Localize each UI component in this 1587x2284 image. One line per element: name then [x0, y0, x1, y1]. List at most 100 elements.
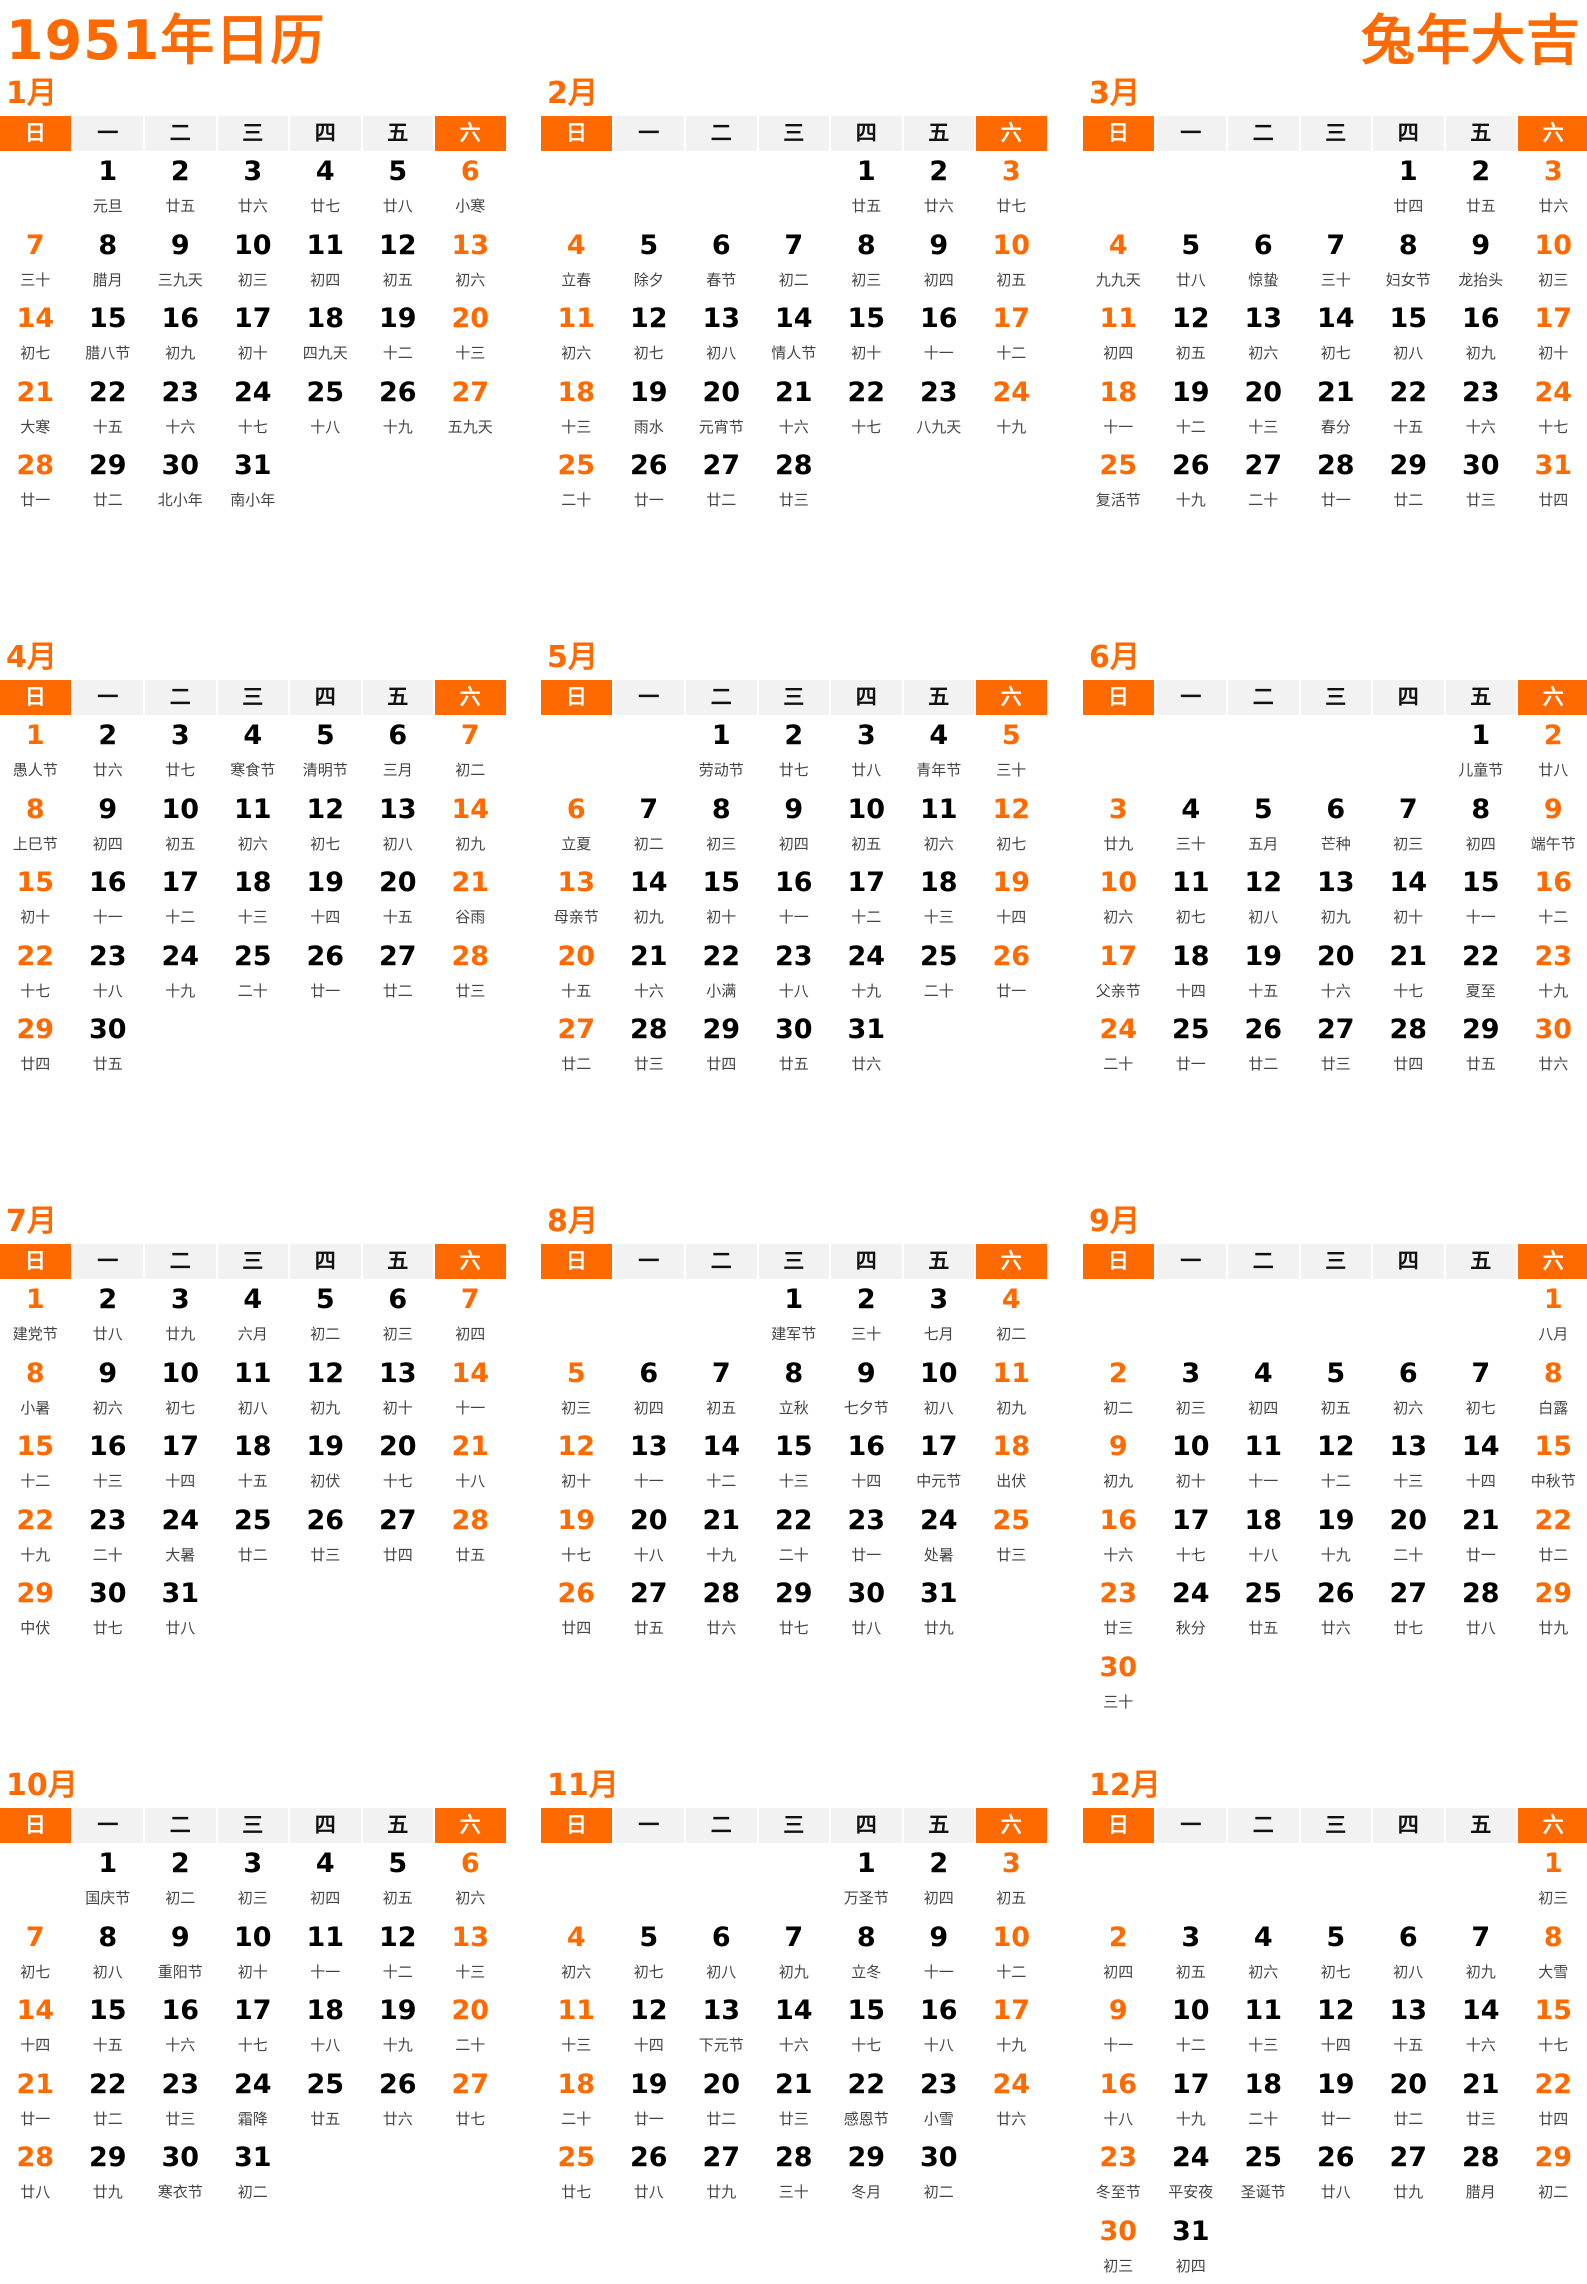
day-cell[interactable]: 11初六 — [218, 789, 289, 863]
day-cell[interactable]: 30廿五 — [73, 1009, 144, 1083]
day-cell[interactable]: 23八九天 — [904, 372, 975, 446]
day-cell[interactable]: 12十二 — [1301, 1426, 1372, 1500]
day-cell[interactable]: 19廿一 — [1301, 2064, 1372, 2138]
day-cell[interactable]: 24二十 — [1083, 1009, 1154, 1083]
day-cell[interactable]: 23十九 — [1518, 936, 1587, 1010]
day-cell[interactable]: 15中秋节 — [1518, 1426, 1587, 1500]
day-cell[interactable]: 6初六 — [1373, 1353, 1444, 1427]
day-cell[interactable]: 17初十 — [1518, 298, 1587, 372]
day-cell[interactable]: 12初十 — [541, 1426, 612, 1500]
day-cell[interactable]: 12初八 — [1228, 862, 1299, 936]
day-cell[interactable]: 20十八 — [614, 1500, 685, 1574]
day-cell[interactable]: 19十七 — [541, 1500, 612, 1574]
day-cell[interactable]: 20廿二 — [686, 2064, 757, 2138]
day-cell[interactable]: 29廿七 — [759, 1573, 830, 1647]
day-cell[interactable]: 10初五 — [976, 225, 1047, 299]
day-cell[interactable]: 24十九 — [145, 936, 216, 1010]
day-cell[interactable]: 6惊蛰 — [1228, 225, 1299, 299]
day-cell[interactable]: 23廿三 — [1083, 1573, 1154, 1647]
day-cell[interactable]: 21廿三 — [759, 2064, 830, 2138]
day-cell[interactable]: 13初九 — [1301, 862, 1372, 936]
day-cell[interactable]: 18四九天 — [290, 298, 361, 372]
day-cell[interactable]: 19十四 — [976, 862, 1047, 936]
day-cell[interactable]: 27廿二 — [363, 936, 434, 1010]
day-cell[interactable]: 23十八 — [73, 936, 144, 1010]
day-cell[interactable]: 30三十 — [1083, 1647, 1154, 1721]
day-cell[interactable]: 31廿八 — [145, 1573, 216, 1647]
day-cell[interactable]: 15腊八节 — [73, 298, 144, 372]
day-cell[interactable]: 6初八 — [1373, 1917, 1444, 1991]
day-cell[interactable]: 8初三 — [831, 225, 902, 299]
day-cell[interactable]: 14初九 — [614, 862, 685, 936]
day-cell[interactable]: 29廿九 — [73, 2137, 144, 2211]
day-cell[interactable]: 31初二 — [218, 2137, 289, 2211]
day-cell[interactable]: 12十二 — [363, 1917, 434, 1991]
day-cell[interactable]: 29中伏 — [0, 1573, 71, 1647]
day-cell[interactable]: 5廿八 — [363, 151, 434, 225]
day-cell[interactable]: 20十六 — [1301, 936, 1372, 1010]
day-cell[interactable]: 5三十 — [976, 715, 1047, 789]
day-cell[interactable]: 22十五 — [1373, 372, 1444, 446]
day-cell[interactable]: 25复活节 — [1083, 445, 1154, 519]
day-cell[interactable]: 20十五 — [363, 862, 434, 936]
day-cell[interactable]: 28廿三 — [759, 445, 830, 519]
day-cell[interactable]: 16十六 — [145, 1990, 216, 2064]
day-cell[interactable]: 7三十 — [0, 225, 71, 299]
day-cell[interactable]: 14十二 — [686, 1426, 757, 1500]
day-cell[interactable]: 26廿八 — [1301, 2137, 1372, 2211]
day-cell[interactable]: 20廿二 — [1373, 2064, 1444, 2138]
day-cell[interactable]: 26廿一 — [976, 936, 1047, 1010]
day-cell[interactable]: 16十一 — [759, 862, 830, 936]
day-cell[interactable]: 11十三 — [541, 1990, 612, 2064]
day-cell[interactable]: 1元旦 — [73, 151, 144, 225]
day-cell[interactable]: 31南小年 — [218, 445, 289, 519]
day-cell[interactable]: 14十六 — [759, 1990, 830, 2064]
day-cell[interactable]: 19十四 — [290, 862, 361, 936]
day-cell[interactable]: 29廿四 — [0, 1009, 71, 1083]
day-cell[interactable]: 22二十 — [759, 1500, 830, 1574]
day-cell[interactable]: 12十四 — [1301, 1990, 1372, 2064]
day-cell[interactable]: 3廿九 — [1083, 789, 1154, 863]
day-cell[interactable]: 23二十 — [73, 1500, 144, 1574]
day-cell[interactable]: 7初九 — [759, 1917, 830, 1991]
day-cell[interactable]: 7初七 — [0, 1917, 71, 1991]
day-cell[interactable]: 22廿二 — [1518, 1500, 1587, 1574]
day-cell[interactable]: 6春节 — [686, 225, 757, 299]
day-cell[interactable]: 9七夕节 — [831, 1353, 902, 1427]
day-cell[interactable]: 8初八 — [73, 1917, 144, 1991]
day-cell[interactable]: 27廿七 — [1373, 1573, 1444, 1647]
day-cell[interactable]: 17十九 — [976, 1990, 1047, 2064]
day-cell[interactable]: 1劳动节 — [686, 715, 757, 789]
day-cell[interactable]: 9初四 — [904, 225, 975, 299]
day-cell[interactable]: 15初八 — [1373, 298, 1444, 372]
day-cell[interactable]: 26廿四 — [541, 1573, 612, 1647]
day-cell[interactable]: 7初二 — [614, 789, 685, 863]
day-cell[interactable]: 27廿五 — [614, 1573, 685, 1647]
day-cell[interactable]: 12初七 — [976, 789, 1047, 863]
day-cell[interactable]: 11十一 — [290, 1917, 361, 1991]
day-cell[interactable]: 18十八 — [290, 1990, 361, 2064]
day-cell[interactable]: 4初六 — [541, 1917, 612, 1991]
day-cell[interactable]: 3廿七 — [145, 715, 216, 789]
day-cell[interactable]: 11初九 — [976, 1353, 1047, 1427]
day-cell[interactable]: 2廿五 — [1446, 151, 1517, 225]
day-cell[interactable]: 3初三 — [218, 1843, 289, 1917]
day-cell[interactable]: 9初九 — [1083, 1426, 1154, 1500]
day-cell[interactable]: 29廿二 — [1373, 445, 1444, 519]
day-cell[interactable]: 3廿六 — [218, 151, 289, 225]
day-cell[interactable]: 2初四 — [904, 1843, 975, 1917]
day-cell[interactable]: 22夏至 — [1446, 936, 1517, 1010]
day-cell[interactable]: 11初六 — [904, 789, 975, 863]
day-cell[interactable]: 6小寒 — [435, 151, 506, 225]
day-cell[interactable]: 27二十 — [1228, 445, 1299, 519]
day-cell[interactable]: 3初三 — [1156, 1353, 1227, 1427]
day-cell[interactable]: 22十七 — [0, 936, 71, 1010]
day-cell[interactable]: 16十二 — [1518, 862, 1587, 936]
day-cell[interactable]: 28腊月 — [1446, 2137, 1517, 2211]
day-cell[interactable]: 27五九天 — [435, 372, 506, 446]
day-cell[interactable]: 25十八 — [290, 372, 361, 446]
day-cell[interactable]: 16十三 — [73, 1426, 144, 1500]
day-cell[interactable]: 8立冬 — [831, 1917, 902, 1991]
day-cell[interactable]: 10初三 — [218, 225, 289, 299]
day-cell[interactable]: 15十二 — [0, 1426, 71, 1500]
